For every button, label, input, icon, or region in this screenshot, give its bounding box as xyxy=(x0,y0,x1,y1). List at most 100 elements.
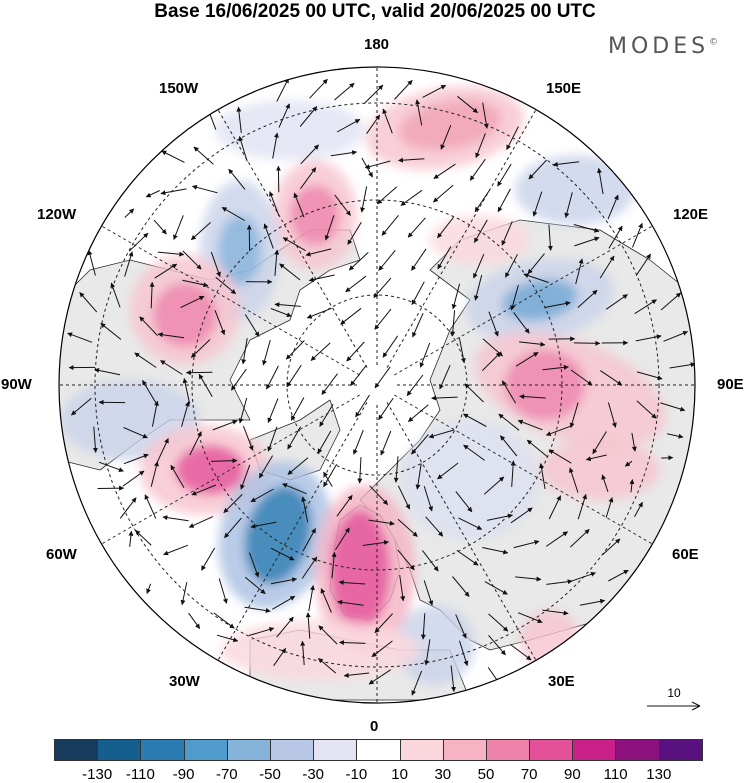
colorbar-tick-label: 10 xyxy=(391,766,408,783)
wind-vector-arrow xyxy=(411,281,425,306)
wind-vector-arrow xyxy=(575,258,584,285)
lon-label-180: 180 xyxy=(364,36,390,53)
wind-vector-arrow xyxy=(608,225,623,249)
wind-vector-arrow xyxy=(407,217,426,238)
wind-vector-arrow xyxy=(334,527,350,551)
wind-vector-arrow xyxy=(336,118,361,133)
colorbar-swatch xyxy=(615,739,660,761)
wind-vector-arrow xyxy=(528,159,547,180)
wind-vector-arrow xyxy=(635,253,652,276)
wind-vector-arrow xyxy=(605,497,614,518)
wind-vector-arrow xyxy=(660,402,686,412)
wind-vector-arrow xyxy=(501,221,513,246)
wind-vector-arrow xyxy=(230,368,247,391)
wind-vector-arrow xyxy=(439,365,451,390)
wind-vector-arrow xyxy=(486,513,513,521)
colorbar-swatch xyxy=(442,739,487,761)
wind-vector-arrow xyxy=(305,612,311,639)
wind-vector-arrow xyxy=(267,426,278,452)
anomaly-shading xyxy=(430,215,530,265)
wind-vector-arrow xyxy=(498,413,520,431)
wind-vectors xyxy=(67,77,695,696)
anomaly-shading xyxy=(400,420,540,540)
wind-vector-arrow xyxy=(146,583,152,594)
colorbar-tick-label: -90 xyxy=(172,766,195,783)
colorbar-swatch xyxy=(269,739,315,761)
wind-vector-arrow xyxy=(300,144,319,165)
wind-vector-arrow xyxy=(579,598,606,606)
wind-vector-arrow xyxy=(548,449,572,464)
wind-vector-arrow xyxy=(119,497,137,519)
wind-vector-arrow xyxy=(308,585,315,612)
wind-vector-arrow xyxy=(190,339,211,358)
wind-vector-arrow xyxy=(415,463,422,490)
wind-vector-arrow xyxy=(163,544,189,556)
wind-vector-arrow xyxy=(301,496,309,523)
wind-vector-arrow xyxy=(67,332,93,343)
wind-vector-arrow xyxy=(523,273,549,283)
wind-vector-arrow xyxy=(287,426,302,450)
colorbar-tick-label: 50 xyxy=(477,766,495,783)
wind-vector-arrow xyxy=(577,493,587,520)
wind-vector-arrow xyxy=(170,464,185,488)
colorbar-tick-label: 130 xyxy=(646,766,672,783)
wind-vector-arrow xyxy=(545,531,569,547)
anomaly-shading xyxy=(330,510,390,630)
wind-vector-arrow xyxy=(318,658,337,674)
wind-vector-arrow xyxy=(182,378,191,405)
colorbar-tick-label: -30 xyxy=(302,766,325,783)
wind-vector-arrow xyxy=(355,394,370,418)
wind-vector-arrow xyxy=(100,322,122,340)
wind-vector-arrow xyxy=(160,360,183,375)
wind-vector-arrow xyxy=(437,246,452,270)
wind-vector-arrow xyxy=(450,310,456,337)
wind-vector-arrow xyxy=(162,515,189,522)
colorbar-tick-label: 70 xyxy=(520,766,538,783)
wind-vector-arrow xyxy=(191,484,217,496)
wind-vector-arrow xyxy=(368,669,391,685)
wind-vector-arrow xyxy=(348,252,369,271)
colorbar-swatch xyxy=(97,739,142,761)
wind-vector-arrow xyxy=(415,99,423,126)
wind-vector-arrow xyxy=(153,219,167,235)
wind-vector-arrow xyxy=(343,672,370,678)
wind-vector-arrow xyxy=(569,402,579,428)
lon-label-30w: 30W xyxy=(169,673,200,690)
wind-vector-arrow xyxy=(278,103,290,128)
wind-vector-arrow xyxy=(306,307,332,319)
wind-vector-arrow xyxy=(360,186,368,213)
wind-vector-arrow xyxy=(463,413,487,427)
wind-vector-arrow xyxy=(273,647,287,667)
wind-vector-arrow xyxy=(425,516,444,537)
meridian-line xyxy=(386,402,537,661)
wind-vector-arrow xyxy=(135,530,152,546)
wind-vector-arrow xyxy=(286,364,302,388)
wind-vector-arrow xyxy=(334,194,351,216)
wind-vector-arrow xyxy=(607,194,619,220)
wind-vector-arrow xyxy=(457,95,478,114)
wind-vector-arrow xyxy=(224,517,242,539)
wind-vector-arrow xyxy=(574,236,600,247)
wind-vector-arrow xyxy=(412,312,424,338)
colorbar-swatch xyxy=(485,739,531,761)
wind-vector-arrow xyxy=(173,215,184,240)
wind-vector-arrow xyxy=(428,429,455,439)
wind-vector-arrow xyxy=(376,186,398,205)
wind-vector-arrow xyxy=(330,150,358,157)
wind-vector-arrow xyxy=(374,366,391,389)
wind-vector-arrow xyxy=(397,518,418,537)
wind-vector-arrow xyxy=(411,248,427,271)
wind-vector-arrow xyxy=(570,369,593,386)
wind-vector-arrow xyxy=(150,461,159,487)
colorbar-swatches xyxy=(54,739,703,761)
anomaly-shading xyxy=(290,185,340,245)
brand-mark: © xyxy=(709,37,719,48)
wind-vector-arrow xyxy=(624,460,633,467)
wind-vector-arrow xyxy=(420,613,426,640)
meridian-line xyxy=(394,225,653,376)
wind-vector-arrow xyxy=(450,665,456,692)
wind-vector-arrow xyxy=(134,352,157,368)
wind-vector-arrow xyxy=(381,214,399,236)
colorbar-swatch xyxy=(356,739,401,761)
